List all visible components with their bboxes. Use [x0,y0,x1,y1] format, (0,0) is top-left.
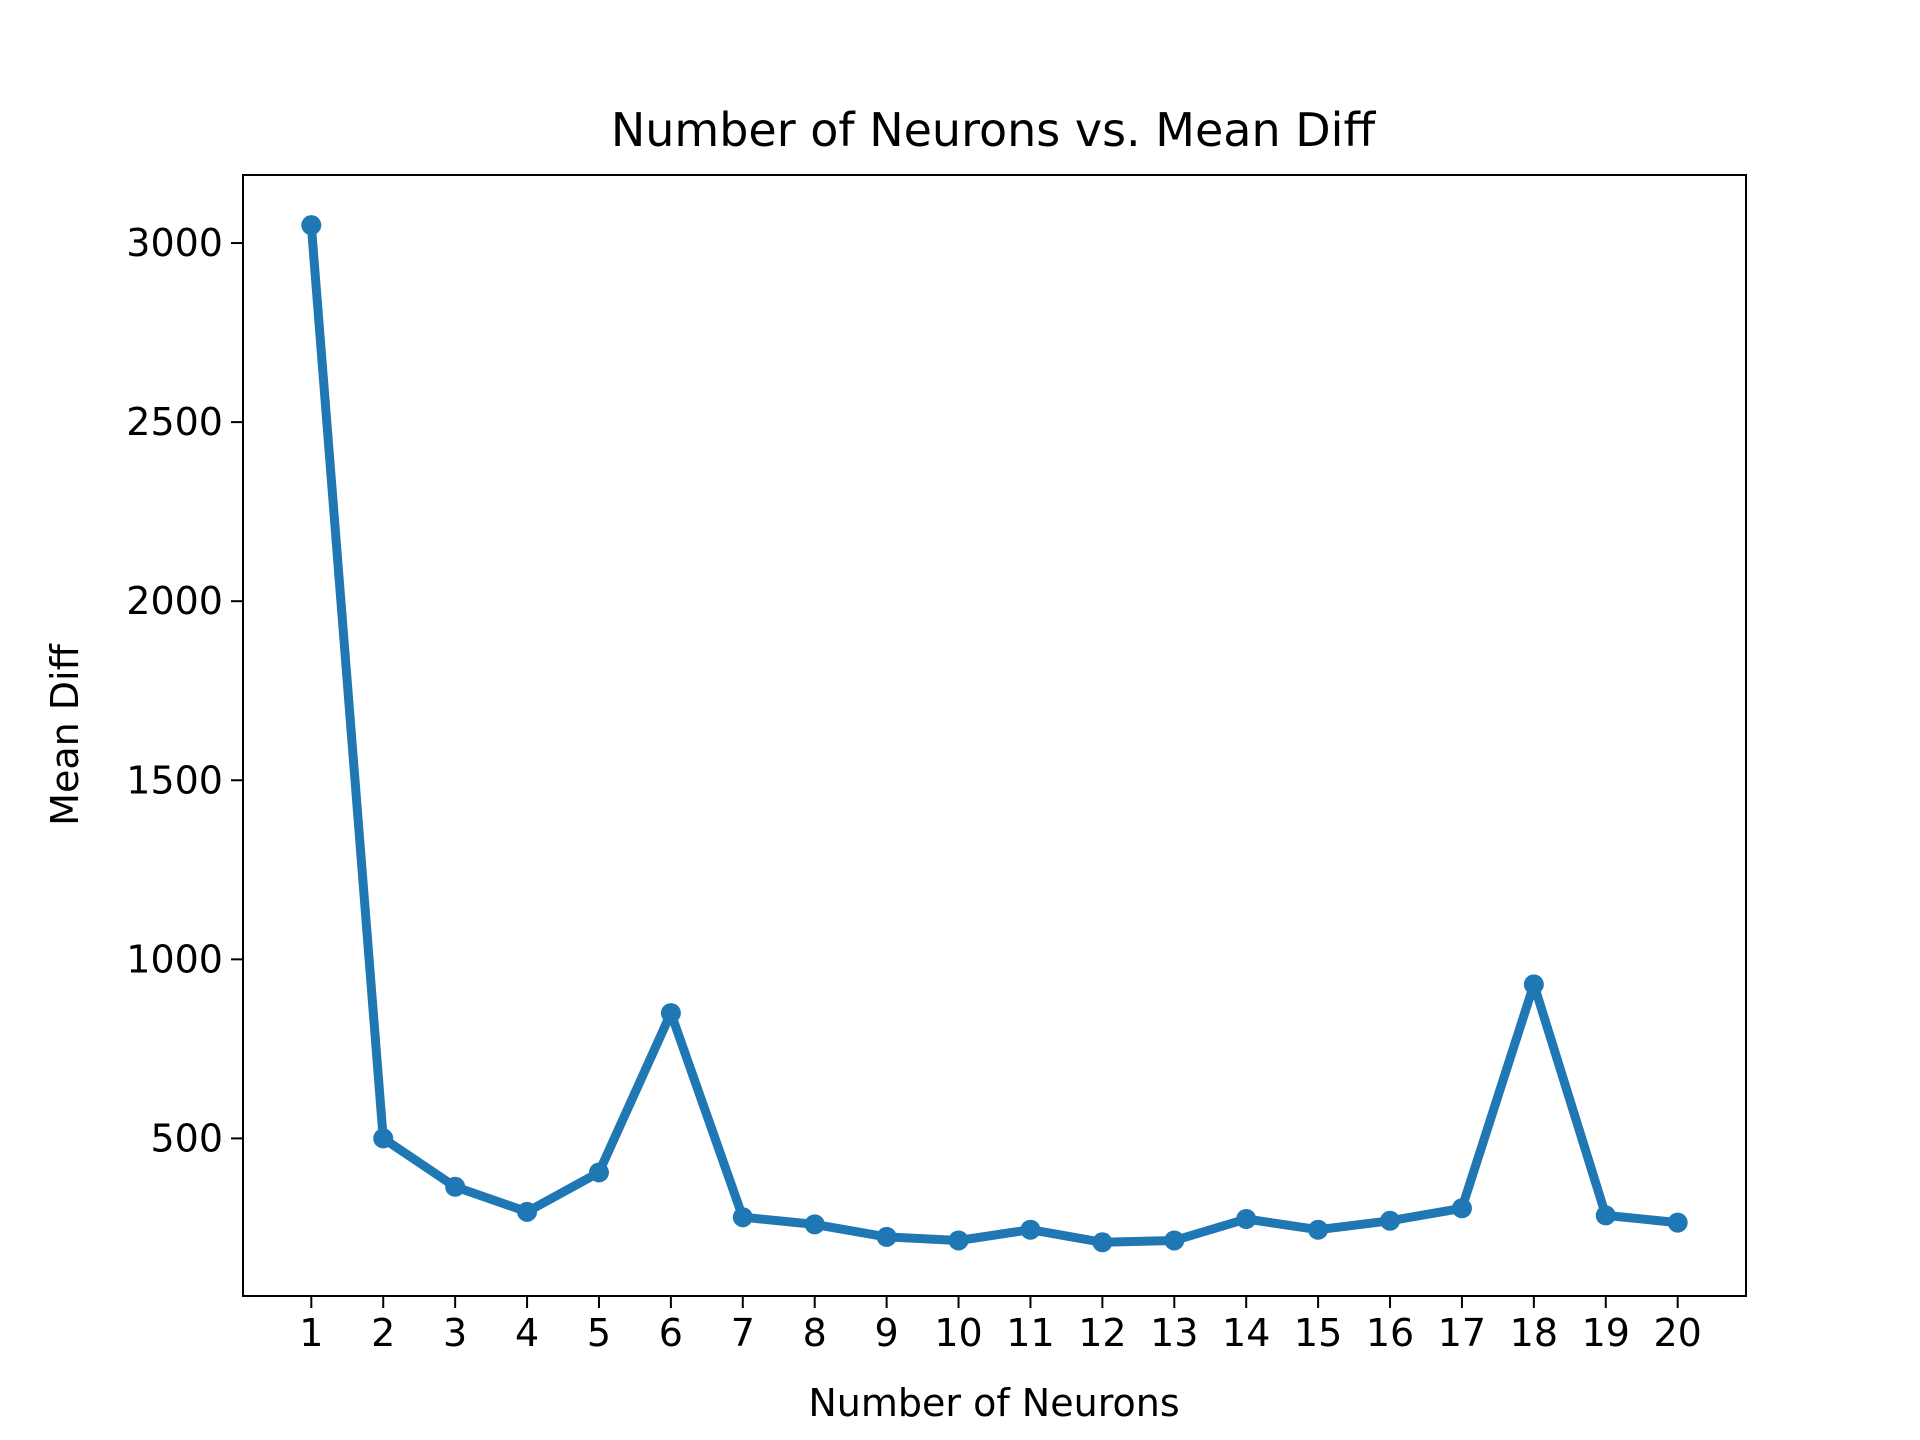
x-tick-label: 19 [1582,1311,1630,1355]
x-axis-title: Number of Neurons [808,1381,1179,1425]
x-tick-label: 4 [515,1311,539,1355]
axes: 1 2 3 4 5 6 7 8 9 10 11 12 13 14 15 16 17 18 19 20500100015… [126,221,1702,1355]
x-tick-label: 2 [371,1311,395,1355]
x-tick-label: 20 [1654,1311,1702,1355]
data-point [948,1230,969,1251]
data-point [1308,1219,1329,1240]
data-point [517,1201,538,1222]
x-tick-label: 17 [1438,1311,1486,1355]
x-tick-label: 10 [934,1311,982,1355]
y-tick-label: 500 [150,1116,223,1160]
x-tick-label: 5 [587,1311,611,1355]
y-tick-label: 3000 [126,221,223,265]
x-tick-label: 18 [1510,1311,1558,1355]
data-point [1380,1210,1401,1231]
x-tick-label: 8 [803,1311,827,1355]
data-point [1523,974,1544,995]
y-axis-title: Mean Diff [43,643,87,825]
data-point [1595,1205,1616,1226]
data-point [301,215,322,236]
x-tick-label: 15 [1294,1311,1342,1355]
data-point [732,1207,753,1228]
x-tick-label: 1 [299,1311,323,1355]
data-point [660,1003,681,1024]
data-point [1164,1230,1185,1251]
series-line [306,220,1683,1247]
x-tick-label: 16 [1366,1311,1414,1355]
plot-marks [301,215,1688,1253]
x-tick-label: 12 [1078,1311,1126,1355]
y-tick-label: 1500 [126,758,223,802]
x-tick-label: 6 [659,1311,683,1355]
data-point [1667,1212,1688,1233]
x-tick-label: 11 [1006,1311,1054,1355]
y-tick-label: 2500 [126,400,223,444]
data-point [804,1214,825,1235]
data-point [876,1226,897,1247]
plot-frame [242,174,1747,1297]
data-point [445,1176,466,1197]
x-tick-label: 13 [1150,1311,1198,1355]
x-tick-label: 7 [731,1311,755,1355]
data-point [1451,1198,1472,1219]
data-point [588,1162,609,1183]
y-tick-label: 2000 [126,579,223,623]
x-tick-label: 9 [875,1311,899,1355]
x-tick-label: 3 [443,1311,467,1355]
chart-title: Number of Neurons vs. Mean Diff [611,103,1377,157]
x-tick-label: 14 [1222,1311,1270,1355]
data-point [373,1128,394,1149]
data-point [1236,1208,1257,1229]
y-tick-label: 1000 [126,937,223,981]
data-point [1020,1219,1041,1240]
data-point [1092,1232,1113,1253]
